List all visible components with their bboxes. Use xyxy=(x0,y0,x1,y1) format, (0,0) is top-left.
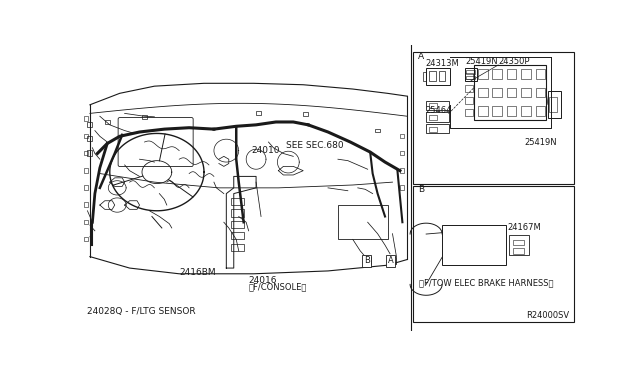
Bar xyxy=(522,69,531,79)
Bar xyxy=(84,134,88,138)
Bar xyxy=(231,221,244,228)
Text: 25419N: 25419N xyxy=(524,138,557,147)
Bar xyxy=(509,235,529,255)
Bar xyxy=(105,120,109,124)
Bar xyxy=(413,186,573,323)
Bar xyxy=(478,106,488,116)
Bar xyxy=(84,202,88,207)
Bar xyxy=(429,103,436,109)
Text: R24000SV: R24000SV xyxy=(527,311,570,320)
Bar xyxy=(536,69,545,79)
Bar xyxy=(465,73,474,79)
Text: 25419N: 25419N xyxy=(466,57,499,66)
Text: 24010: 24010 xyxy=(251,146,280,155)
Bar xyxy=(478,69,488,79)
Bar xyxy=(429,71,436,81)
Text: 24028Q - F/LTG SENSOR: 24028Q - F/LTG SENSOR xyxy=(88,307,196,316)
Bar xyxy=(466,70,475,74)
Bar xyxy=(84,116,88,121)
Bar xyxy=(88,122,92,127)
Text: 24313M: 24313M xyxy=(426,59,460,68)
Text: 24350P: 24350P xyxy=(498,57,530,66)
Bar xyxy=(478,88,488,97)
Bar xyxy=(388,257,396,264)
Bar xyxy=(400,151,404,155)
Bar xyxy=(426,100,449,110)
Bar xyxy=(338,205,388,240)
Bar xyxy=(84,168,88,173)
Bar xyxy=(231,244,244,251)
Bar xyxy=(550,97,557,112)
Bar xyxy=(256,112,261,115)
Bar xyxy=(465,97,474,104)
Bar xyxy=(513,240,524,246)
Bar xyxy=(439,71,445,81)
Text: 〈F/CONSOLE〉: 〈F/CONSOLE〉 xyxy=(249,282,307,291)
Text: 2416BM: 2416BM xyxy=(179,268,216,277)
Bar xyxy=(426,124,449,134)
Bar xyxy=(522,88,531,97)
Bar xyxy=(88,136,92,141)
Bar xyxy=(513,248,524,253)
Bar xyxy=(400,185,404,190)
Text: B: B xyxy=(419,185,424,194)
Bar xyxy=(84,151,88,155)
Bar xyxy=(465,109,474,116)
Bar xyxy=(426,112,449,122)
Text: SEE SEC.680: SEE SEC.680 xyxy=(286,141,344,150)
Bar xyxy=(142,115,147,119)
Bar xyxy=(442,225,506,265)
Bar xyxy=(303,112,308,116)
Bar xyxy=(400,168,404,173)
Bar xyxy=(413,52,573,183)
Bar xyxy=(548,92,561,118)
Text: A: A xyxy=(388,256,394,265)
Bar xyxy=(375,129,380,132)
Text: A: A xyxy=(419,52,424,61)
Bar xyxy=(84,219,88,224)
Bar xyxy=(492,106,502,116)
Text: 〈F/TOW ELEC BRAKE HARNESS〉: 〈F/TOW ELEC BRAKE HARNESS〉 xyxy=(419,278,554,287)
Bar xyxy=(536,88,545,97)
Bar xyxy=(429,115,436,120)
Bar xyxy=(507,106,516,116)
Bar xyxy=(231,198,244,205)
Bar xyxy=(231,209,244,217)
Text: B: B xyxy=(364,256,370,265)
Bar xyxy=(536,106,545,116)
Bar xyxy=(474,65,547,120)
Bar xyxy=(465,85,474,92)
Bar xyxy=(84,237,88,241)
Bar xyxy=(492,69,502,79)
Bar xyxy=(466,76,475,79)
Text: 24016: 24016 xyxy=(249,276,277,285)
Bar xyxy=(363,257,371,264)
Bar xyxy=(88,150,92,156)
Bar xyxy=(423,71,426,81)
Bar xyxy=(522,106,531,116)
Bar xyxy=(507,88,516,97)
Bar xyxy=(429,127,436,132)
Bar xyxy=(84,185,88,190)
Bar xyxy=(492,88,502,97)
Bar xyxy=(465,68,477,81)
Bar xyxy=(231,232,244,240)
Bar xyxy=(400,134,404,138)
Text: 24167M: 24167M xyxy=(508,223,541,232)
Text: 25464: 25464 xyxy=(426,106,452,115)
Bar xyxy=(507,69,516,79)
Bar xyxy=(426,68,450,85)
